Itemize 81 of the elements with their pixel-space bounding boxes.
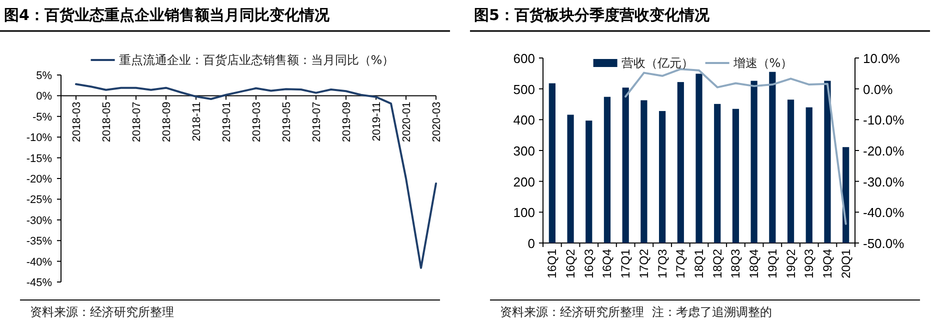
- bar: [824, 80, 831, 243]
- text: 资料来源：经济研究所整理: [30, 305, 174, 319]
- y-tick-label: 0%: [36, 90, 52, 103]
- bar: [586, 120, 592, 243]
- x-tick-label: 18Q1: [692, 248, 706, 278]
- x-tick-label: 2018-03: [71, 102, 83, 142]
- text: 资料来源：经济研究所整理: [500, 305, 644, 319]
- y-tick-label: 100: [513, 205, 535, 220]
- y-tick-label: -35%: [26, 236, 52, 248]
- y2-tick-label: -50.0%: [863, 236, 905, 251]
- x-tick-label: 16Q4: [600, 248, 614, 278]
- bar: [806, 107, 812, 243]
- y2-tick-label: -40.0%: [863, 205, 905, 220]
- legend-label: 重点流通企业：百货店业态销售额：当月同比（%）: [118, 53, 394, 67]
- y-tick-label: 200: [513, 174, 535, 190]
- y-tick-label: 5%: [36, 70, 52, 82]
- bar: [769, 72, 776, 243]
- y2-tick-label: -10.0%: [863, 112, 905, 128]
- x-tick-label: 2019-01: [221, 102, 233, 142]
- x-tick-label: 16Q1: [545, 248, 560, 278]
- bar: [787, 100, 794, 243]
- bar: [567, 114, 574, 243]
- legend-label: 增速（%）: [732, 56, 793, 70]
- x-tick-label: 2018-07: [131, 102, 143, 142]
- x-tick-label: 18Q4: [747, 248, 762, 278]
- x-tick-label: 17Q2: [636, 248, 651, 278]
- bar: [658, 111, 666, 243]
- bar: [604, 96, 611, 243]
- y2-tick-label: 0.0%: [863, 82, 894, 97]
- x-tick-label: 2019-07: [311, 102, 323, 142]
- x-tick-label: 2019-05: [281, 102, 293, 142]
- y-tick-label: -20%: [26, 174, 52, 186]
- text: 注：考虑了追溯调整的: [652, 305, 772, 319]
- y-tick-label: -10%: [26, 132, 52, 144]
- x-tick-label: 18Q2: [710, 248, 724, 278]
- bar: [622, 88, 629, 243]
- y-tick-label: -25%: [26, 194, 52, 206]
- x-tick-label: 18Q3: [728, 248, 743, 278]
- x-tick-label: 2018-11: [191, 102, 203, 142]
- x-tick-label: 2018-09: [161, 102, 173, 142]
- y-tick-label: 0: [528, 236, 535, 251]
- chart-title: 图5：百货板块分季度营收变化情况: [474, 6, 710, 24]
- y-tick-label: -15%: [26, 152, 52, 165]
- x-tick-label: 2019-09: [341, 102, 353, 142]
- x-tick-label: 16Q2: [564, 248, 578, 278]
- bar: [842, 147, 850, 243]
- line-series: [624, 68, 847, 225]
- x-tick-label: 2020-01: [401, 102, 413, 142]
- y-tick-label: 600: [513, 51, 535, 66]
- x-tick-label: 20Q1: [838, 248, 853, 278]
- bar: [677, 82, 684, 243]
- x-tick-label: 16Q3: [582, 248, 596, 278]
- y-tick-label: -5%: [32, 111, 52, 124]
- x-tick-label: 2019-03: [251, 102, 263, 142]
- y-tick-label: -30%: [26, 214, 52, 227]
- x-tick-label: 17Q3: [655, 248, 670, 278]
- y2-tick-label: 10.0%: [863, 51, 900, 66]
- legend-label: 营收（亿元）: [621, 56, 694, 70]
- bar: [696, 74, 702, 243]
- x-tick-label: 17Q1: [618, 248, 633, 278]
- y2-tick-label: -20.0%: [863, 144, 905, 158]
- x-tick-label: 19Q1: [765, 248, 780, 278]
- y2-tick-label: -30.0%: [863, 174, 905, 190]
- x-tick-label: 17Q4: [674, 248, 688, 278]
- bar: [548, 83, 556, 243]
- y-tick-label: 400: [513, 112, 535, 128]
- x-tick-label: 2020-03: [431, 102, 443, 142]
- bar: [750, 80, 758, 243]
- bar: [714, 104, 721, 243]
- x-tick-label: 2018-05: [101, 102, 113, 142]
- y-tick-label: 500: [513, 82, 535, 97]
- x-tick-label: 19Q4: [820, 248, 834, 278]
- bar: [640, 100, 648, 243]
- x-tick-label: 19Q2: [784, 248, 798, 278]
- y-tick-label: -45%: [26, 277, 52, 289]
- x-tick-label: 19Q3: [802, 248, 816, 278]
- bar: [732, 108, 740, 243]
- y-tick-label: 300: [513, 144, 535, 158]
- y-tick-label: -40%: [26, 256, 52, 268]
- x-tick-label: 2019-11: [371, 102, 383, 142]
- chart-title: 图4：百货业态重点企业销售额当月同比变化情况: [4, 6, 330, 24]
